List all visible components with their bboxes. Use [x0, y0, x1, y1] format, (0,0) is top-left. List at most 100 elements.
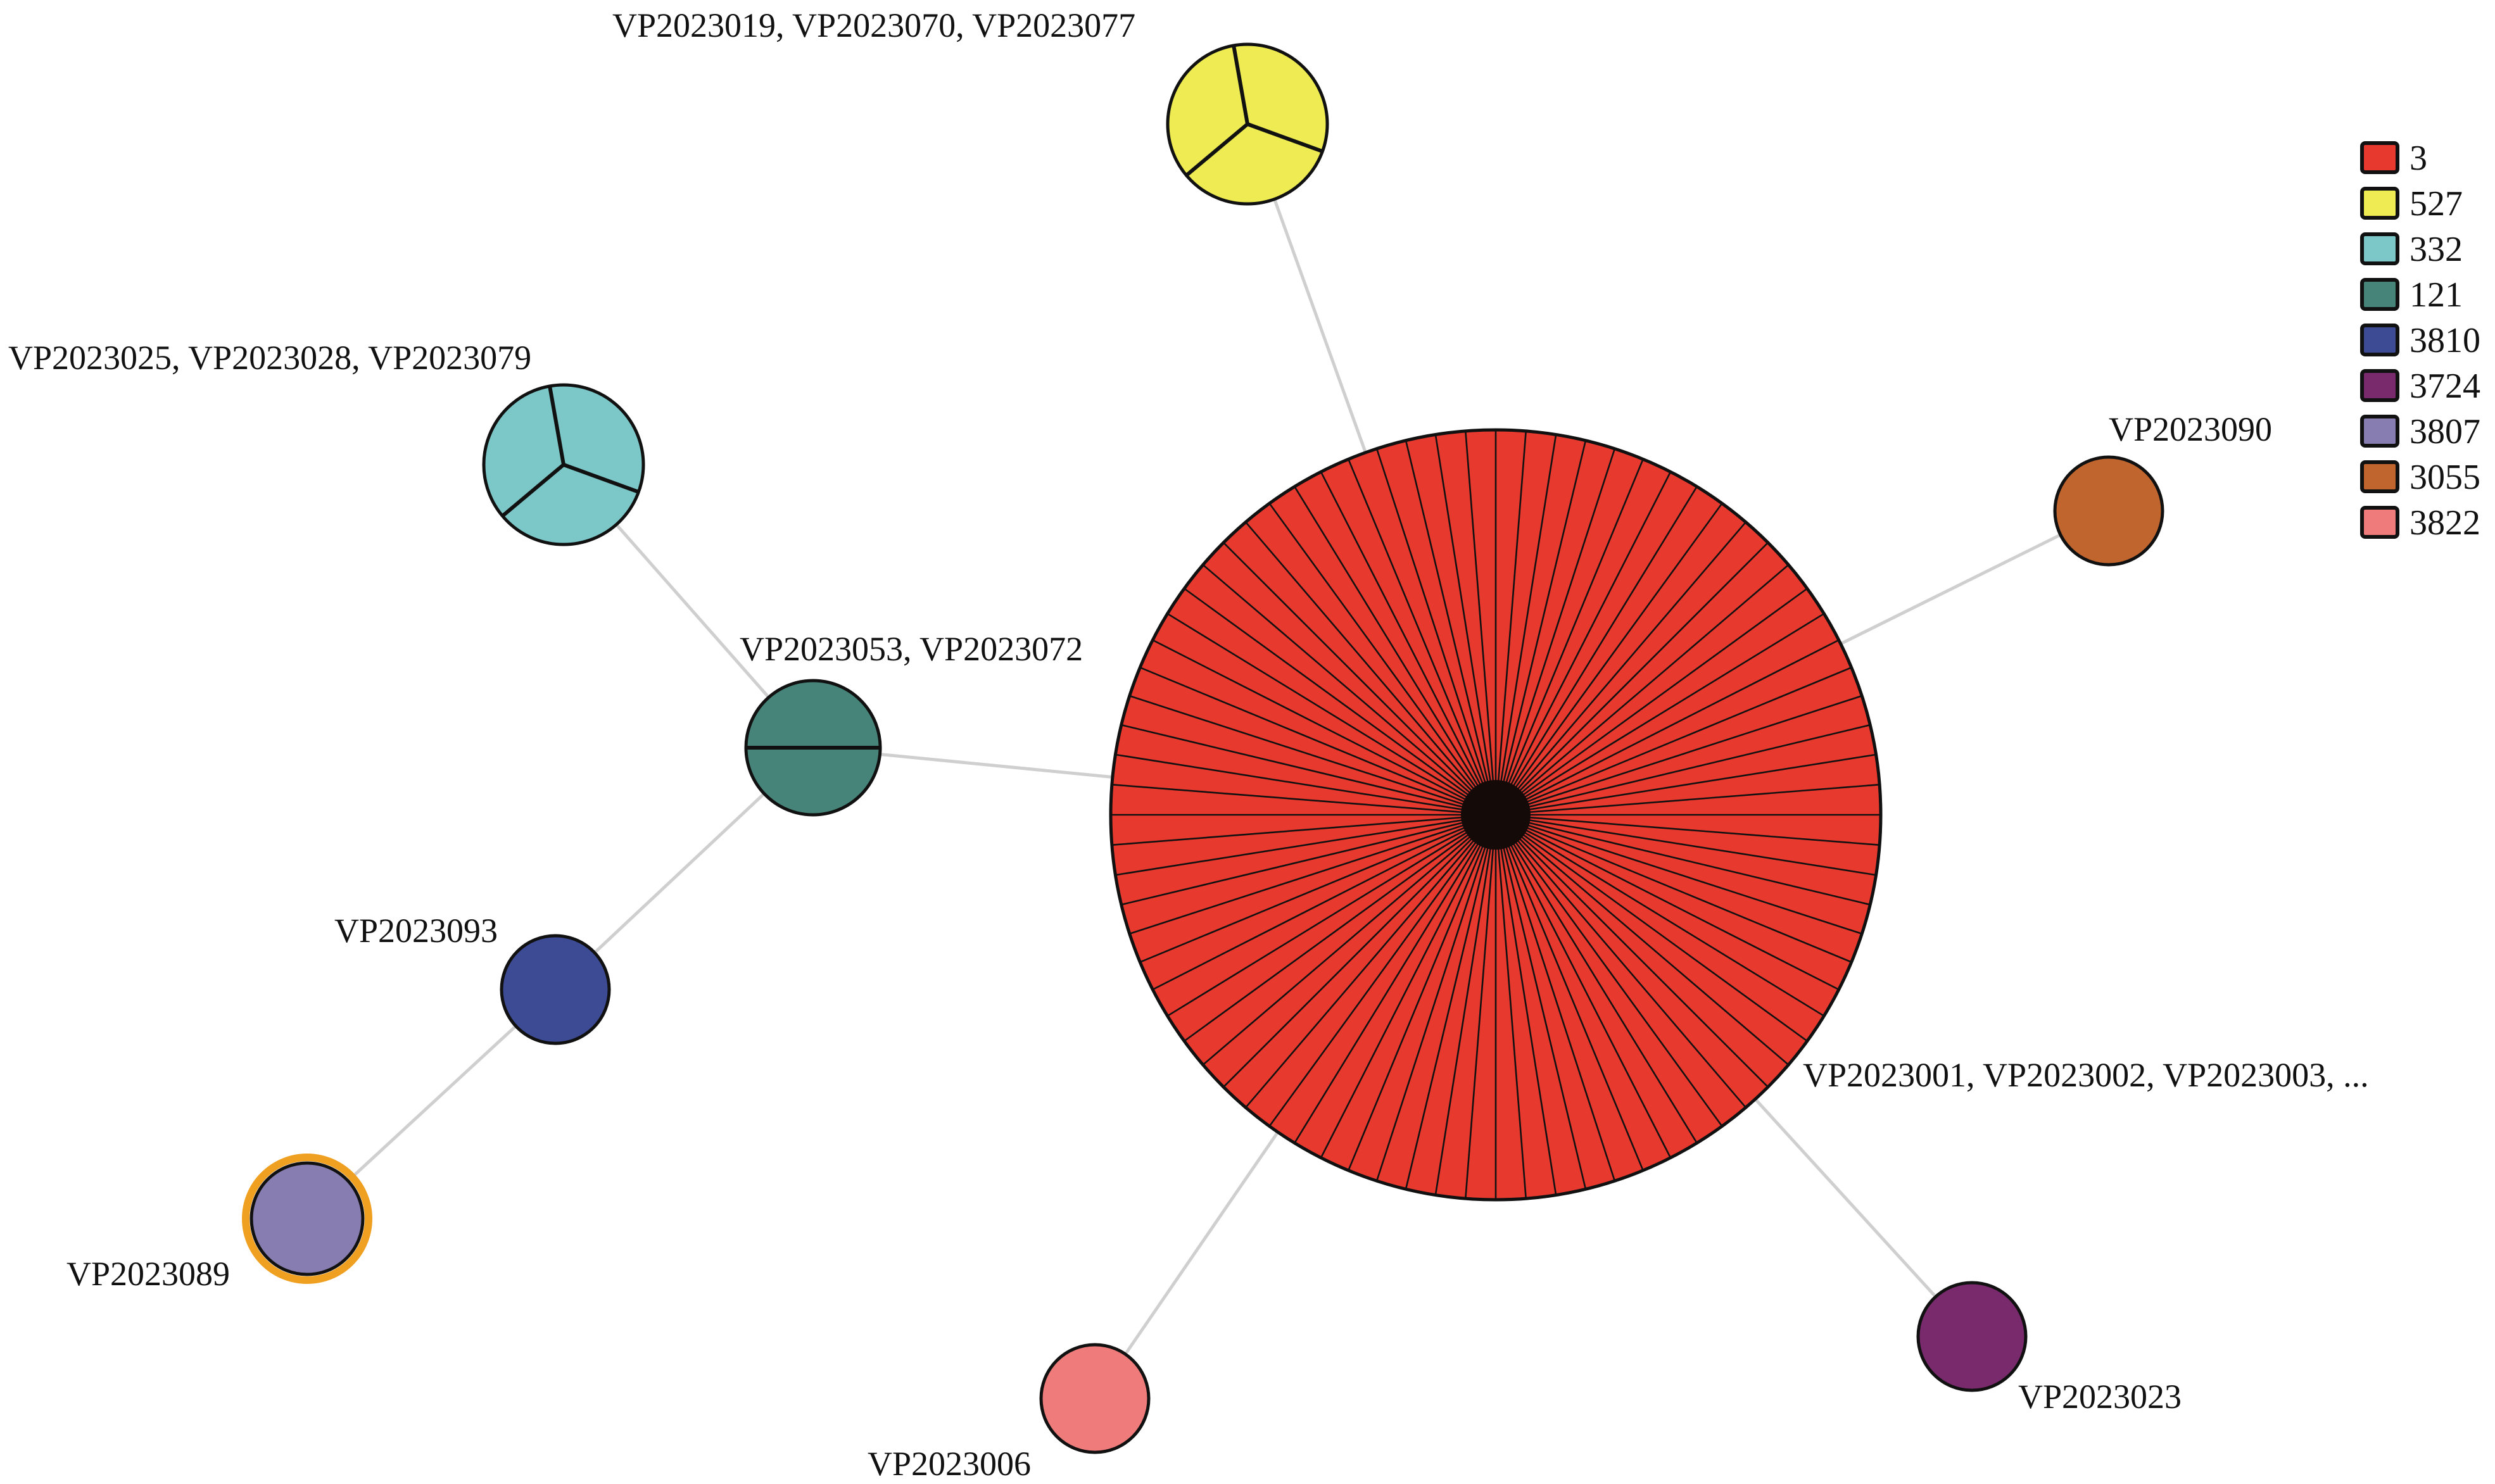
node-st332[interactable] — [482, 383, 645, 546]
slice-divider — [1245, 521, 1496, 815]
slice-divider — [1245, 814, 1496, 1109]
slice-divider — [1348, 458, 1497, 815]
slice-divider — [1184, 814, 1496, 1042]
node-st3807[interactable] — [242, 1154, 372, 1284]
slice-divider — [1223, 814, 1496, 1088]
slice-divider — [1202, 564, 1496, 815]
node-st3822[interactable] — [1039, 1343, 1151, 1454]
slice-divider — [1184, 588, 1496, 816]
slice-divider — [1111, 814, 1496, 846]
slice-divider — [1405, 814, 1497, 1190]
slice-divider — [1495, 613, 1825, 816]
node-label: VP2023093 — [334, 912, 498, 950]
slice-divider — [1495, 814, 1790, 1066]
slice-divider — [1152, 814, 1496, 991]
node-circle — [250, 1161, 365, 1276]
slice-divider — [1494, 814, 1644, 1171]
slice-divider — [1494, 814, 1723, 1127]
slice-divider — [1348, 814, 1497, 1171]
legend-item-3807: 3807 — [2360, 412, 2480, 451]
node-circle — [500, 934, 611, 1045]
nodes — [242, 42, 2164, 1454]
node-st527[interactable] — [1166, 42, 1329, 206]
node-label: VP2023001, VP2023002, VP2023003, ... — [1803, 1056, 2369, 1094]
slice-divider — [1139, 814, 1496, 963]
slice-divider — [1494, 814, 1698, 1144]
slice-divider — [1494, 471, 1672, 815]
slice-divider — [1495, 814, 1876, 876]
legend-item-3724: 3724 — [2360, 367, 2480, 406]
slice-divider — [1166, 814, 1496, 1017]
legend: 3 527 332 121 3810 3724 3807 3055 3822 — [2360, 139, 2480, 543]
legend-label: 3807 — [2410, 412, 2480, 451]
slice-divider — [1375, 448, 1497, 815]
node-st3055[interactable] — [2053, 455, 2164, 567]
legend-swatch — [2360, 415, 2399, 448]
slice-divider — [1494, 814, 1557, 1195]
legend-item-3055: 3055 — [2360, 458, 2480, 497]
slice-divider — [1294, 814, 1497, 1144]
slice-divider — [1494, 503, 1723, 815]
legend-label: 3822 — [2410, 503, 2480, 543]
slice-divider — [1375, 814, 1497, 1181]
node-st121[interactable] — [744, 679, 882, 817]
slice-divider — [1494, 814, 1527, 1199]
slice-divider — [1494, 458, 1644, 815]
legend-swatch — [2360, 232, 2399, 265]
slice-divider — [1495, 814, 1852, 963]
slice-divider — [1223, 542, 1496, 815]
slice-divider — [1465, 814, 1497, 1199]
slice-divider — [1495, 814, 1880, 846]
slice-divider — [1495, 667, 1852, 816]
slice-divider — [1268, 814, 1497, 1127]
node-label: VP2023019, VP2023070, VP2023077 — [612, 6, 1135, 44]
node-st3[interactable] — [1109, 428, 1883, 1202]
slice-divider — [1495, 521, 1746, 815]
slice-divider — [1246, 122, 1323, 153]
slice-divider — [1268, 503, 1497, 815]
slice-divider — [1121, 814, 1496, 906]
slice-divider — [1294, 486, 1497, 815]
slice-divider — [1495, 695, 1862, 816]
slice-divider — [1139, 667, 1496, 816]
slice-divider — [1495, 814, 1840, 991]
slice-divider — [562, 463, 640, 494]
slice-divider — [1111, 784, 1496, 816]
legend-label: 121 — [2410, 275, 2463, 315]
legend-item-527: 527 — [2360, 184, 2463, 223]
node-st3724[interactable] — [1916, 1281, 2028, 1392]
legend-swatch — [2360, 278, 2399, 311]
slice-divider — [1494, 814, 1616, 1181]
legend-swatch — [2360, 369, 2399, 402]
node-st3810[interactable] — [500, 934, 611, 1045]
slice-divider — [1495, 814, 1825, 1017]
node-circle — [1039, 1343, 1151, 1454]
node-circle — [2053, 455, 2164, 567]
legend-swatch — [2360, 506, 2399, 539]
slice-divider — [1495, 564, 1790, 815]
slice-divider — [1495, 814, 1862, 935]
slice-divider — [1185, 122, 1249, 177]
legend-swatch — [2360, 324, 2399, 356]
slice-divider — [1494, 814, 1672, 1159]
legend-label: 3 — [2410, 139, 2427, 178]
legend-swatch — [2360, 187, 2399, 220]
slice-divider — [1495, 542, 1769, 815]
node-center — [1461, 780, 1531, 850]
slice-divider — [1495, 724, 1871, 816]
node-label: VP2023089 — [66, 1255, 230, 1293]
slice-divider — [1320, 814, 1497, 1159]
slice-divider — [1232, 45, 1249, 125]
slice-divider — [1434, 814, 1497, 1195]
slice-divider — [1202, 814, 1496, 1066]
slice-divider — [1495, 639, 1840, 816]
legend-item-3822: 3822 — [2360, 503, 2480, 543]
legend-swatch — [2360, 460, 2399, 493]
legend-item-332: 332 — [2360, 230, 2463, 269]
node-labels: VP2023001, VP2023002, VP2023003, ... VP20… — [8, 6, 2369, 1483]
node-label: VP2023025, VP2023028, VP2023079 — [8, 339, 531, 377]
slice-divider — [1495, 814, 1871, 906]
slice-divider — [1495, 814, 1746, 1109]
